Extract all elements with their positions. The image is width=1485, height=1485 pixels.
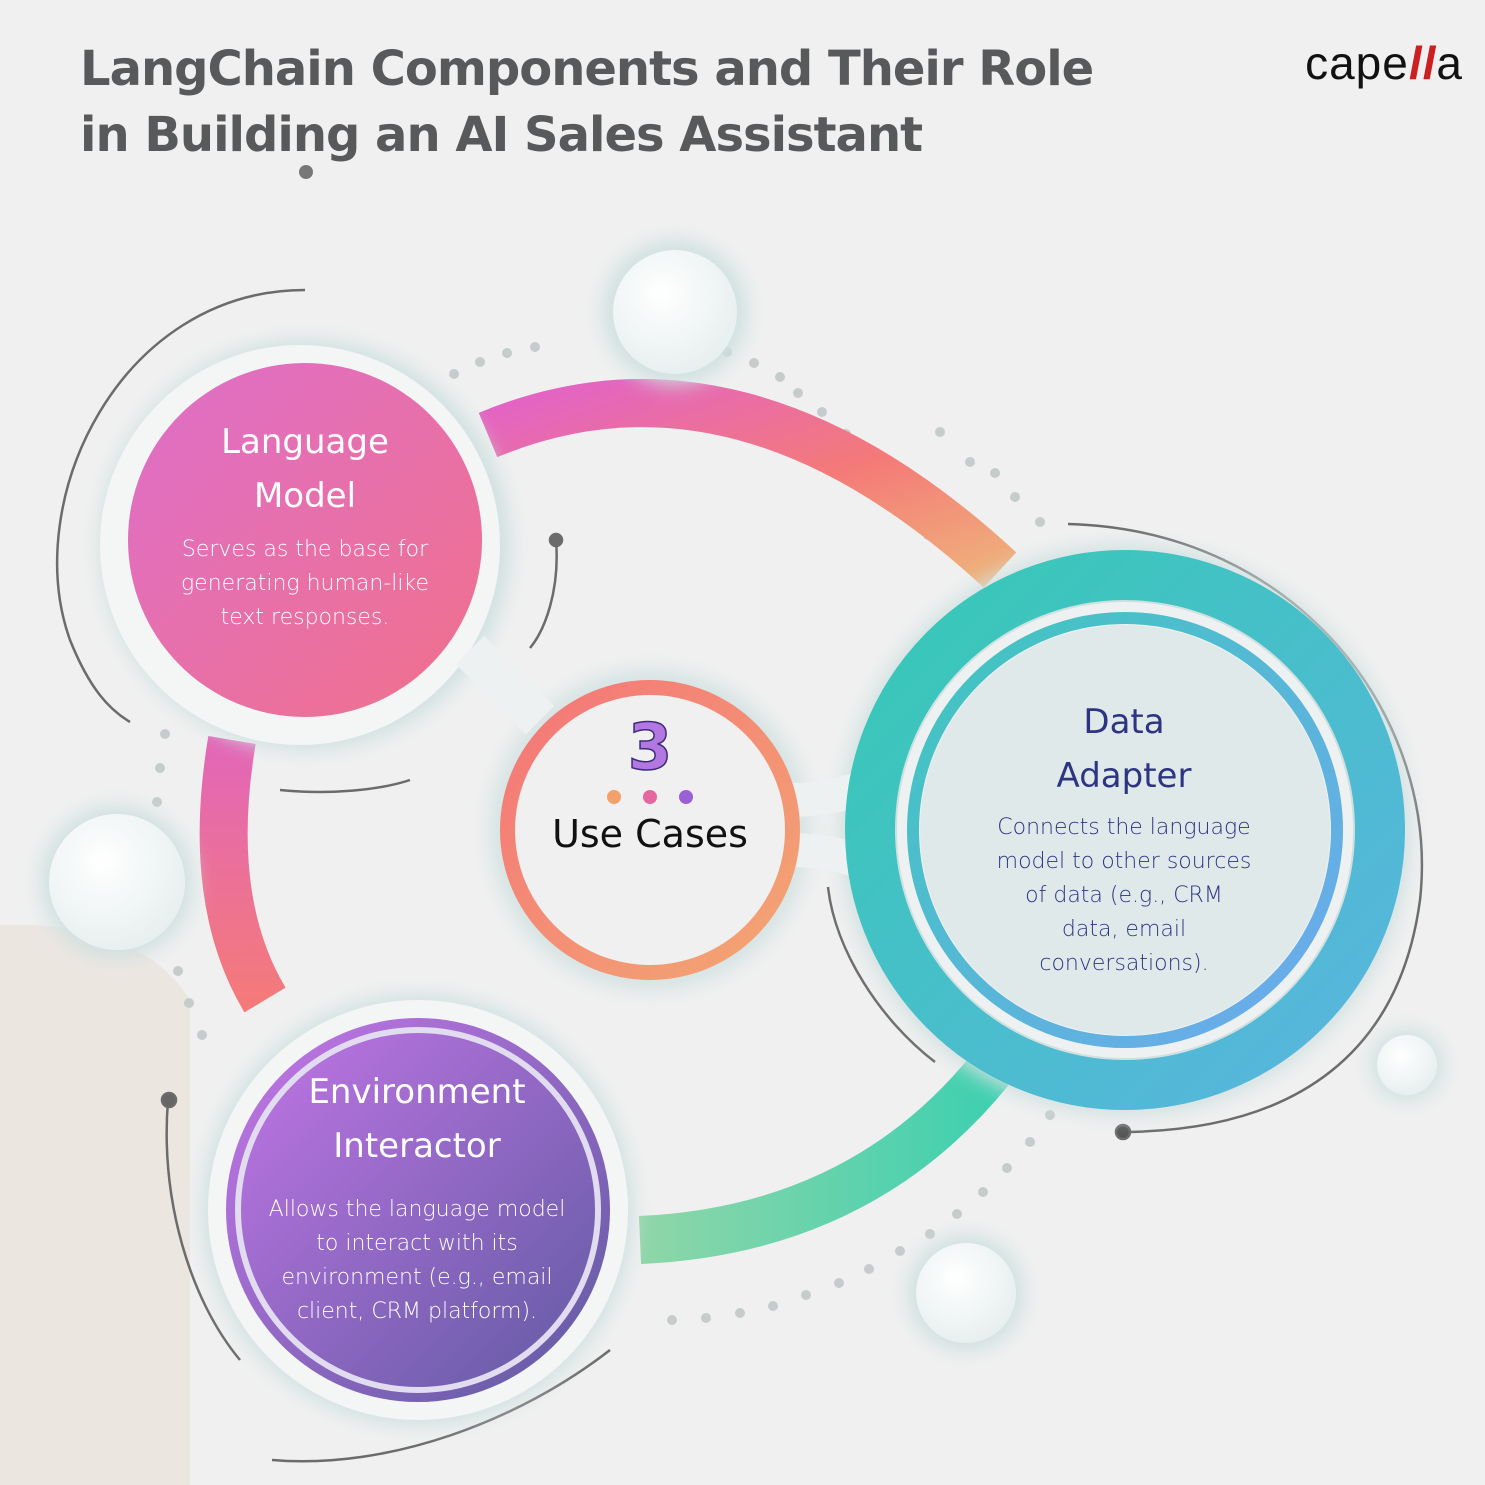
dot-purple bbox=[679, 790, 693, 804]
page-title: LangChain Components and Their Role in B… bbox=[80, 36, 1094, 168]
environment-interactor-node: Environment Interactor Allows the langua… bbox=[222, 1045, 612, 1375]
language-model-title-line-2: Model bbox=[253, 476, 357, 516]
environment-interactor-title-line-1: Environment bbox=[308, 1072, 526, 1112]
data-adapter-title: Data Adapter bbox=[1057, 695, 1192, 803]
logo-text-start: cape bbox=[1305, 37, 1409, 89]
use-cases-center: 3 Use Cases bbox=[500, 690, 800, 975]
dot-indicators bbox=[607, 790, 693, 804]
title-line-1: LangChain Components and Their Role bbox=[80, 41, 1094, 97]
use-cases-label: Use Cases bbox=[552, 812, 748, 856]
logo-text-end: a bbox=[1436, 37, 1463, 89]
environment-interactor-title-line-2: Interactor bbox=[333, 1126, 501, 1166]
language-model-title: Language Model bbox=[221, 415, 389, 523]
data-adapter-node: Data Adapter Connects the language model… bbox=[918, 695, 1330, 1025]
language-model-description: Serves as the base for generating human-… bbox=[180, 537, 429, 630]
capella-logo: capella bbox=[1305, 36, 1463, 90]
data-adapter-title-line-2: Adapter bbox=[1056, 756, 1192, 796]
logo-accent: ll bbox=[1408, 37, 1437, 89]
dot-pink bbox=[643, 790, 657, 804]
environment-interactor-description: Allows the language model to interact wi… bbox=[268, 1197, 566, 1324]
use-case-count: 3 bbox=[627, 710, 673, 786]
language-model-title-line-1: Language bbox=[221, 422, 389, 462]
title-line-2: in Building an AI Sales Assistant bbox=[80, 107, 923, 163]
language-model-node: Language Model Serves as the base for ge… bbox=[128, 385, 482, 715]
dot-orange bbox=[607, 790, 621, 804]
environment-interactor-title: Environment Interactor bbox=[308, 1065, 525, 1173]
data-adapter-description: Connects the language model to other sou… bbox=[996, 815, 1252, 976]
data-adapter-title-line-1: Data bbox=[1083, 702, 1165, 742]
